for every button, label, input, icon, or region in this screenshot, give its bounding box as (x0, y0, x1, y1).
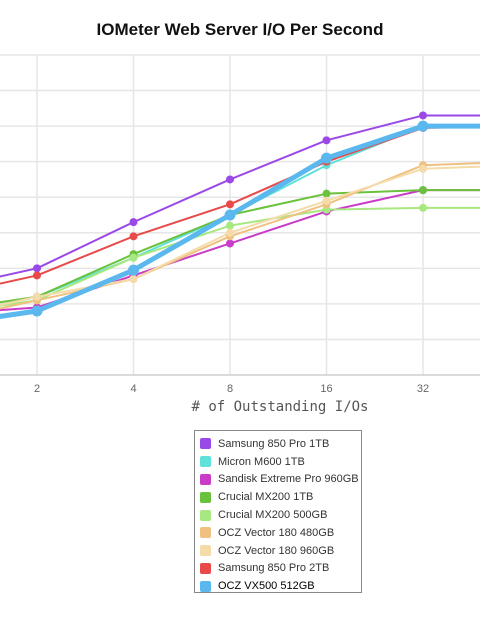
x-tick-label: 2 (34, 383, 40, 395)
legend-swatch (200, 473, 211, 485)
legend-item: Sandisk Extreme Pro 960GB (200, 471, 361, 489)
x-tick-labels: 2 4 8 16 32 (34, 383, 429, 395)
data-point (226, 175, 234, 184)
data-point (419, 111, 427, 120)
data-point (128, 264, 139, 276)
series-line (0, 125, 480, 306)
x-tick-label: 8 (227, 383, 233, 395)
data-point (129, 232, 138, 241)
data-point (322, 189, 331, 198)
x-axis-title: # of Outstanding I/Os (191, 399, 369, 415)
data-point (417, 120, 429, 132)
data-point (33, 264, 41, 273)
legend-item: Crucial MX200 1TB (200, 488, 361, 506)
legend-item: Micron M600 1TB (200, 453, 361, 471)
legend-item: Crucial MX200 500GB (200, 506, 361, 524)
legend-swatch (200, 562, 211, 574)
legend-swatch (200, 456, 211, 468)
legend-label: Samsung 850 Pro 2TB (218, 562, 330, 575)
data-point (224, 209, 236, 221)
legend-swatch (200, 509, 211, 521)
data-point (33, 271, 41, 280)
legend-label: Samsung 850 Pro 1TB (218, 437, 330, 450)
line-chart: 2 4 8 16 32 (0, 54, 480, 395)
legend-label: OCZ Vector 180 480GB (218, 526, 335, 539)
legend-swatch (200, 491, 211, 503)
series-line (0, 123, 480, 319)
data-point (226, 200, 234, 209)
series-lines (0, 114, 480, 319)
legend-label: Sandisk Extreme Pro 960GB (218, 473, 359, 486)
data-point (419, 164, 427, 173)
data-point (322, 196, 331, 205)
legend-swatch (200, 527, 211, 539)
data-point (129, 275, 138, 283)
legend-item: OCZ Vector 180 960GB (200, 542, 361, 560)
data-point (226, 221, 234, 230)
data-point (226, 239, 234, 248)
legend-label: OCZ VX500 512GB (218, 580, 315, 593)
legend-item: OCZ Vector 180 480GB (200, 524, 361, 542)
data-point (129, 253, 138, 262)
gridlines (0, 54, 480, 376)
data-point (31, 305, 43, 317)
data-point (226, 228, 234, 237)
x-tick-label: 16 (320, 383, 332, 395)
x-tick-label: 32 (417, 383, 429, 395)
data-point (33, 292, 41, 301)
legend-item: Samsung 850 Pro 2TB (200, 560, 361, 578)
legend: Samsung 850 Pro 1TB Micron M600 1TB Sandis… (194, 430, 362, 593)
data-point (322, 136, 331, 145)
data-point (129, 218, 138, 227)
legend-item: OCZ VX500 512GB (200, 577, 361, 595)
legend-label: Crucial MX200 500GB (218, 509, 328, 522)
legend-label: Crucial MX200 1TB (218, 491, 314, 504)
series-line (0, 114, 480, 278)
x-tick-label: 4 (130, 383, 136, 395)
data-point (321, 152, 332, 164)
data-points (31, 111, 429, 317)
data-point (419, 203, 427, 212)
legend-swatch (200, 545, 211, 557)
legend-swatch (200, 438, 211, 450)
legend-swatch (200, 580, 211, 592)
legend-label: Micron M600 1TB (218, 455, 305, 468)
data-point (419, 186, 427, 195)
chart-title: IOMeter Web Server I/O Per Second (96, 20, 384, 39)
legend-label: OCZ Vector 180 960GB (218, 544, 335, 557)
legend-item: Samsung 850 Pro 1TB (200, 435, 361, 453)
